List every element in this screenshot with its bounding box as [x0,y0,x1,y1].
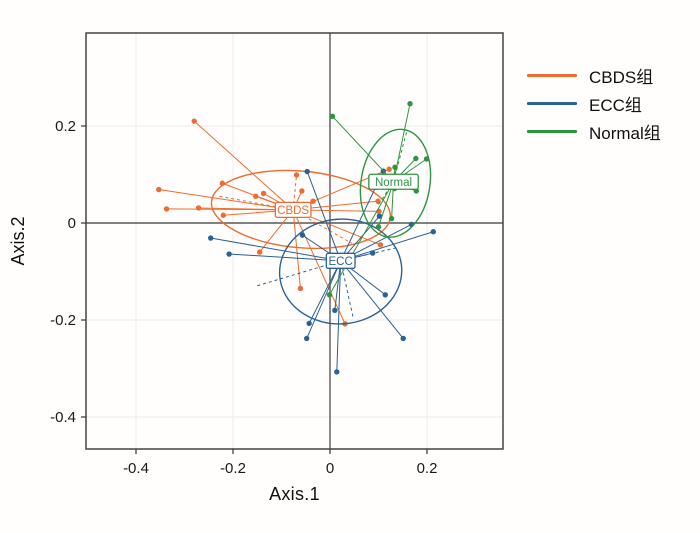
series-layer [156,100,437,375]
data-point [191,118,197,124]
data-point [226,251,232,257]
legend-item-normal: Normal组 [527,120,661,143]
data-point [332,307,338,313]
spoke-line [292,209,301,289]
data-point [220,212,226,218]
spoke-line [210,237,341,262]
spoke-line-dashed [292,209,353,244]
spoke-line [329,181,394,296]
x-tick-label: -0.2 [220,460,246,477]
data-point [310,198,316,204]
data-point [329,113,336,120]
data-point [207,235,214,241]
data-point [195,205,202,211]
x-tick-label: -0.4 [123,460,149,477]
data-point [163,206,170,212]
confidence-ellipse-ecc [278,218,403,325]
spoke-line-dashed [377,181,394,207]
y-tick-label: -0.4 [50,409,76,426]
group-label-box-normal [368,173,419,190]
spoke-line-dashed [340,260,354,319]
y-tick-label: -0.2 [50,312,76,329]
x-axis-title: Axis.1 [269,484,320,504]
data-point [400,335,406,342]
spoke-line [336,260,342,372]
data-point [297,285,304,292]
spoke-line [308,260,342,324]
spoke-line [158,189,294,211]
spoke-line-dashed [393,131,408,182]
group-label-box-cbds [274,201,312,219]
data-point [260,190,267,197]
data-point [156,186,162,193]
spoke-line [334,260,342,311]
data-point [430,229,437,235]
data-point [386,166,392,172]
data-point [219,180,226,186]
y-axis-title: Axis.2 [8,216,28,266]
spoke-line [332,115,394,183]
spoke-line [393,103,411,182]
legend-label-cbds: CBDS组 [589,68,654,87]
data-point [376,213,383,219]
panel-border [85,32,504,450]
spoke-line [292,209,346,325]
legend-label-ecc: ECC组 [589,96,642,115]
data-point [369,250,376,256]
data-point [388,215,395,222]
data-point [304,168,310,175]
legend-line-swatch-normal [527,130,577,133]
spoke-line [193,120,294,211]
data-point [304,335,310,342]
data-point [253,193,259,200]
data-point [377,242,384,248]
data-point [407,100,413,107]
spoke-line [229,253,341,262]
data-point [334,369,340,375]
group-label-text-normal: Normal [375,177,412,189]
data-point [256,249,263,255]
data-point [326,292,333,298]
legend-item-ecc: ECC组 [527,92,661,115]
spoke-line [306,260,342,339]
spoke-line [306,171,342,262]
confidence-ellipse-normal [359,128,432,238]
legend: CBDS组 ECC组 Normal组 [527,64,661,143]
data-point [299,188,305,194]
group-label-text-cbds: CBDS [277,205,309,217]
spoke-line [340,260,404,339]
x-tick-label: 0.2 [417,460,438,477]
legend-item-cbds: CBDS组 [527,64,661,87]
spoke-line [340,231,434,262]
legend-line-swatch-cbds [527,74,577,77]
data-point [382,292,388,298]
data-point [299,232,306,238]
legend-label-normal: Normal组 [589,124,661,143]
legend-line-swatch-ecc [527,102,577,105]
group-label-text-ecc: ECC [329,256,353,268]
y-tick-label: 0.2 [55,118,76,135]
y-tick-label: 0 [68,215,76,232]
data-point [392,164,398,170]
group-label-box-ecc [325,252,356,269]
data-point [293,172,300,178]
data-point [413,155,419,162]
data-point [375,224,382,230]
data-point [423,156,430,162]
data-point [306,320,312,327]
x-tick-label: 0 [326,460,334,477]
spoke-line-dashed [340,246,399,262]
